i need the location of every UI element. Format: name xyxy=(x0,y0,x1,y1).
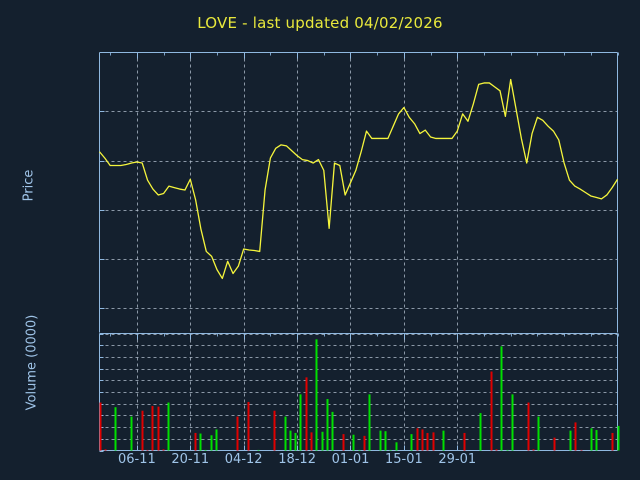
x-tick-label: 18-12 xyxy=(278,452,316,467)
gridlines xyxy=(99,52,618,451)
x-tick-label: 15-01 xyxy=(385,452,423,467)
x-tick-label: 06-11 xyxy=(117,452,156,467)
x-tick-label: 29-01 xyxy=(438,452,477,467)
chart-title: LOVE - last updated 04/02/2026 xyxy=(197,14,443,32)
price-line xyxy=(99,78,619,280)
axis-frame xyxy=(99,52,619,452)
x-tick-label: 04-12 xyxy=(224,452,263,467)
volume-bars xyxy=(99,339,620,451)
x-tick-label: 20-11 xyxy=(171,452,210,467)
x-tick-label: 01-01 xyxy=(331,452,370,467)
